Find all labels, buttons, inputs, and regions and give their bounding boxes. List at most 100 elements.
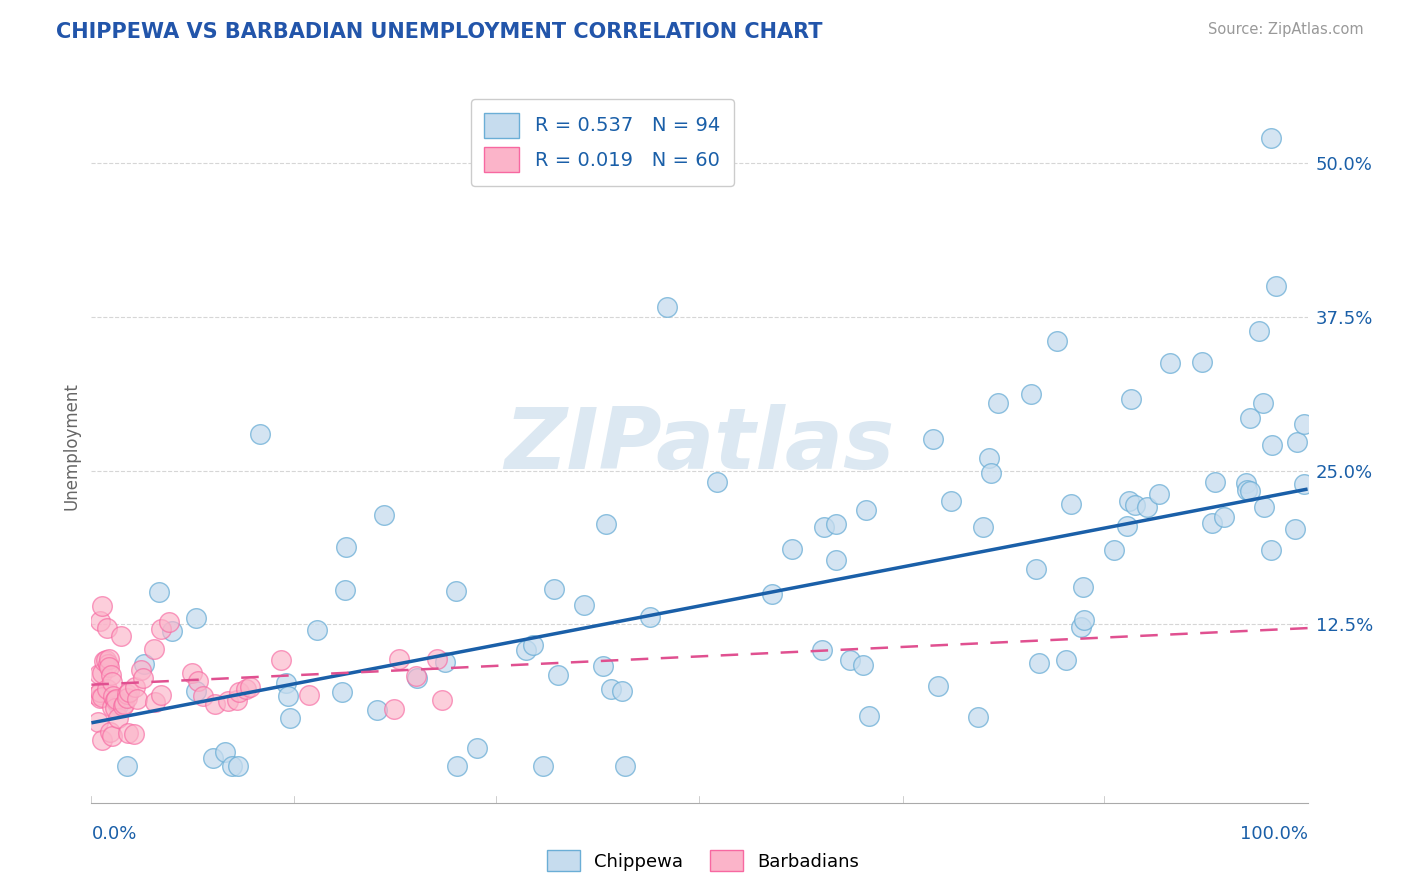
Point — [201, 751, 224, 765]
Point — [852, 658, 875, 673]
Point — [89, 690, 111, 705]
Point — [89, 666, 111, 681]
Point — [922, 433, 945, 447]
Text: CHIPPEWA VS BARBADIAN UNEMPLOYMENT CORRELATION CHART: CHIPPEWA VS BARBADIAN UNEMPLOYMENT CORRE… — [56, 22, 823, 42]
Point — [638, 609, 661, 624]
Point — [160, 624, 183, 638]
Point — [100, 668, 122, 682]
Point — [1251, 396, 1274, 410]
Point — [132, 671, 155, 685]
Point — [1236, 483, 1258, 497]
Point — [1294, 476, 1316, 491]
Point — [86, 689, 108, 703]
Point — [366, 703, 388, 717]
Point — [97, 657, 120, 671]
Point — [1204, 475, 1226, 490]
Point — [405, 669, 427, 683]
Point — [599, 682, 621, 697]
Point — [444, 583, 467, 598]
Point — [1285, 434, 1308, 449]
Point — [226, 692, 249, 706]
Point — [89, 685, 111, 699]
Point — [143, 695, 166, 709]
Point — [298, 688, 321, 702]
Point — [270, 653, 292, 667]
Point — [187, 673, 209, 688]
Point — [1046, 334, 1069, 349]
Point — [330, 684, 353, 698]
Point — [1260, 543, 1282, 558]
Point — [107, 698, 129, 712]
Point — [1115, 519, 1137, 533]
Point — [1028, 657, 1050, 671]
Point — [89, 614, 111, 628]
Point — [96, 621, 118, 635]
Point — [1294, 417, 1316, 431]
Point — [1136, 500, 1159, 514]
Point — [1054, 653, 1077, 667]
Point — [217, 694, 239, 708]
Point — [98, 660, 121, 674]
Point — [780, 542, 803, 557]
Point — [1118, 494, 1140, 508]
Point — [927, 679, 949, 693]
Point — [104, 701, 127, 715]
Point — [977, 450, 1000, 465]
Point — [1239, 483, 1261, 498]
Point — [543, 582, 565, 596]
Point — [1121, 392, 1143, 406]
Point — [426, 652, 449, 666]
Point — [388, 652, 411, 666]
Point — [858, 709, 880, 723]
Point — [249, 426, 271, 441]
Point — [110, 629, 132, 643]
Point — [149, 689, 172, 703]
Point — [184, 683, 207, 698]
Point — [122, 727, 145, 741]
Point — [96, 653, 118, 667]
Point — [824, 516, 846, 531]
Point — [93, 654, 115, 668]
Point — [572, 599, 595, 613]
Point — [838, 653, 860, 667]
Point — [124, 680, 146, 694]
Point — [1201, 516, 1223, 530]
Point — [1261, 438, 1284, 452]
Point — [98, 651, 121, 665]
Point — [1191, 355, 1213, 369]
Point — [610, 684, 633, 698]
Point — [90, 690, 112, 705]
Point — [277, 689, 299, 703]
Point — [406, 671, 429, 685]
Point — [96, 681, 118, 696]
Point — [1060, 497, 1083, 511]
Point — [531, 759, 554, 773]
Point — [333, 582, 356, 597]
Point — [235, 682, 257, 697]
Point — [522, 638, 544, 652]
Point — [335, 540, 357, 554]
Point — [855, 503, 877, 517]
Point — [1239, 410, 1261, 425]
Point — [446, 759, 468, 773]
Y-axis label: Unemployment: Unemployment — [62, 382, 80, 510]
Point — [101, 729, 124, 743]
Point — [987, 396, 1010, 410]
Point — [101, 689, 124, 703]
Point — [193, 689, 215, 703]
Point — [1019, 387, 1042, 401]
Point — [1212, 509, 1234, 524]
Point — [101, 699, 124, 714]
Point — [1260, 131, 1282, 145]
Point — [1284, 522, 1306, 536]
Point — [1247, 324, 1270, 338]
Point — [115, 687, 138, 701]
Point — [1073, 614, 1095, 628]
Point — [595, 516, 617, 531]
Point — [91, 665, 114, 680]
Point — [221, 759, 243, 773]
Point — [1071, 580, 1094, 594]
Point — [515, 642, 537, 657]
Point — [706, 475, 728, 489]
Point — [148, 585, 170, 599]
